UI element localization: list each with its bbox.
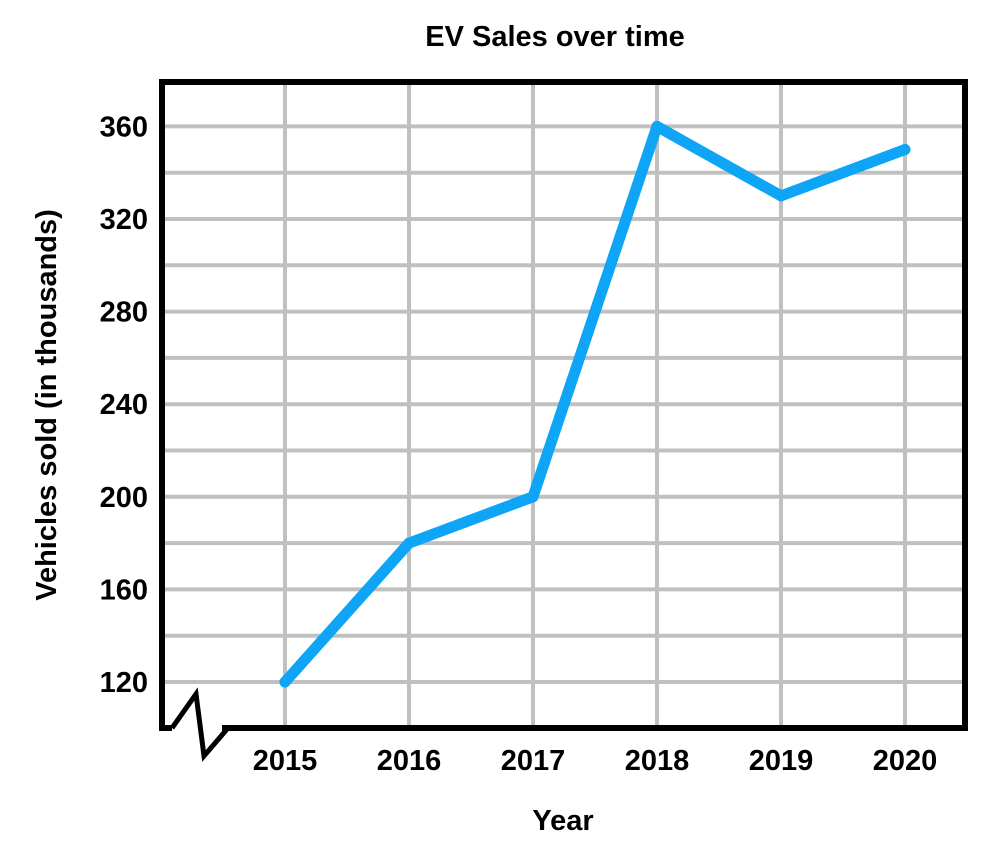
data-point [527,491,539,503]
y-tick-label: 240 [100,389,148,421]
x-tick-label: 2020 [873,745,938,777]
plot-frame [159,79,968,731]
x-tick-label: 2018 [625,745,690,777]
x-tick-label: 2019 [749,745,814,777]
x-tick-label: 2015 [253,745,318,777]
y-tick-label: 360 [100,111,148,143]
x-tick-label: 2016 [377,745,442,777]
x-tick-labels: 2015 2016 2017 2018 2019 2020 [253,745,938,777]
series-line [279,120,911,688]
y-tick-label: 160 [100,574,148,606]
y-axis-label: Vehicles sold (in thousands) [31,209,63,601]
grid [162,82,965,728]
y-tick-label: 280 [100,297,148,329]
y-tick-label: 320 [100,204,148,236]
data-point [403,537,415,549]
data-point [279,676,291,688]
chart-title: EV Sales over time [425,21,685,53]
series-group [279,120,911,688]
data-point [651,120,663,132]
x-tick-label: 2017 [501,745,566,777]
y-tick-labels: 120 160 200 240 280 320 360 [100,111,148,699]
axis-break [169,687,230,762]
y-tick-label: 200 [100,482,148,514]
data-point [775,190,787,202]
y-tick-label: 120 [100,667,148,699]
data-point [899,144,911,156]
x-axis-label: Year [532,805,593,837]
